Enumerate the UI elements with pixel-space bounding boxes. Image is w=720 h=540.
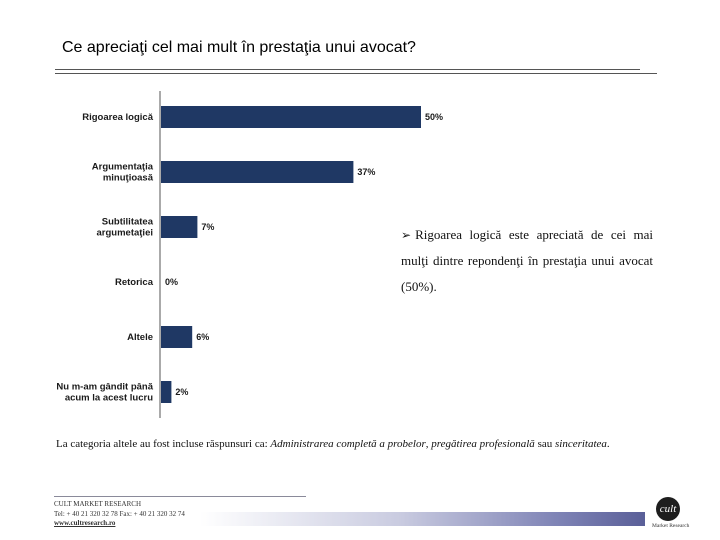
company-logo-icon: cult <box>656 497 680 521</box>
bar-value-label: 2% <box>175 387 188 397</box>
bar <box>161 106 421 128</box>
category-label-line: argumetaţiei <box>97 228 154 239</box>
note-sep-1: , <box>425 438 432 450</box>
category-label: Altele <box>127 332 153 343</box>
footer-contact-block: CULT MARKET RESEARCH Tel: + 40 21 320 32… <box>54 500 185 529</box>
bar <box>161 381 172 403</box>
bar <box>161 161 354 183</box>
category-label-line: Altele <box>127 332 153 343</box>
bar <box>161 326 193 348</box>
footer-contact: Tel: + 40 21 320 32 78 Fax: + 40 21 320 … <box>54 509 185 518</box>
key-finding-callout: ➢ Rigoarea logică este apreciată de cei m… <box>401 222 653 300</box>
bar-value-label: 6% <box>196 332 209 342</box>
footer-company: CULT MARKET RESEARCH <box>54 500 141 508</box>
note-item-3: sinceritatea <box>554 438 607 450</box>
bar-value-label: 0% <box>165 277 178 287</box>
category-label-line: Subtilitatea <box>102 217 154 228</box>
title-rule-bottom <box>55 73 657 74</box>
category-label-line: Argumentaţia <box>92 162 154 173</box>
category-label-line: minuţioasă <box>103 173 154 184</box>
note-item-2: pregătirea profesională <box>431 438 535 450</box>
note-item-1: Administrarea completă a probelor <box>270 438 426 450</box>
title-rule-top <box>55 69 640 70</box>
bar <box>161 216 198 238</box>
category-label-line: Rigoarea logică <box>82 112 153 123</box>
arrow-bullet-icon: ➢ <box>401 228 412 242</box>
category-label: Retorica <box>115 277 154 288</box>
note-prefix: La categoria altele au fost incluse răsp… <box>56 438 271 450</box>
category-label-line: acum la acest lucru <box>65 393 153 404</box>
bar-value-label: 37% <box>357 167 375 177</box>
footer-rule <box>54 496 306 497</box>
footer-website-link[interactable]: www.cultresearch.ro <box>54 519 116 527</box>
note-sep-2: sau <box>534 438 555 450</box>
bar-value-label: 50% <box>425 112 443 122</box>
bars-layer: 50% Rigoarea logică 37% Argumentaţia minuţio… <box>56 106 443 404</box>
category-label: Subtilitatea argumetaţiei <box>97 217 154 239</box>
bar-value-label: 7% <box>201 222 214 232</box>
page-title: Ce apreciaţi cel mai mult în prestaţia u… <box>62 39 416 56</box>
category-label: Rigoarea logică <box>82 112 153 123</box>
category-label-line: Retorica <box>115 277 154 288</box>
category-label: Nu m-am gândit până acum la acest lucru <box>56 382 153 404</box>
footer-gradient-band <box>200 512 645 526</box>
note-suffix: . <box>606 438 610 450</box>
footnote-other-category: La categoria altele au fost incluse răsp… <box>56 438 676 450</box>
category-label: Argumentaţia minuţioasă <box>92 162 154 184</box>
key-finding-text: Rigoarea logică este apreciată de cei ma… <box>401 227 653 294</box>
logo-caption: Market Research <box>652 523 690 529</box>
category-label-line: Nu m-am gândit până <box>56 382 153 393</box>
